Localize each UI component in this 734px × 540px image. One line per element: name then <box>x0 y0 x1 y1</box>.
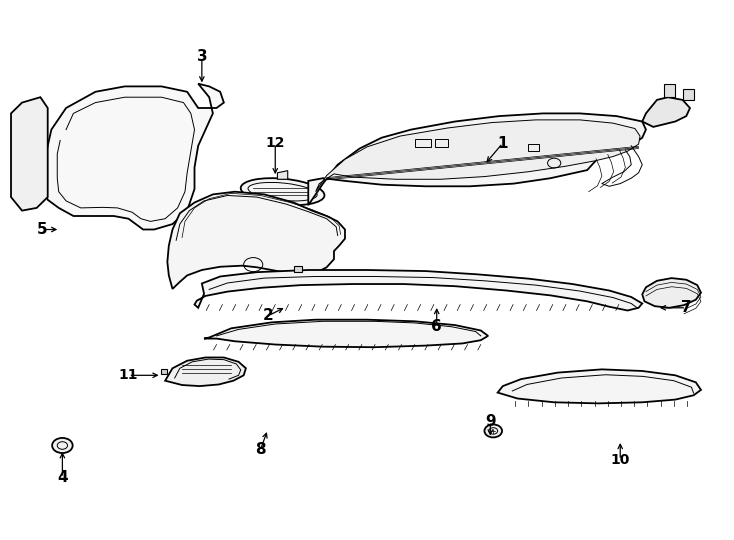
Text: 10: 10 <box>611 453 630 467</box>
Text: 3: 3 <box>197 49 207 64</box>
Text: 2: 2 <box>263 308 273 323</box>
Bar <box>415 139 431 147</box>
Polygon shape <box>195 270 642 310</box>
Text: 1: 1 <box>498 136 508 151</box>
Text: 7: 7 <box>681 300 691 315</box>
Bar <box>16 153 29 159</box>
Polygon shape <box>294 266 302 272</box>
Polygon shape <box>664 84 675 97</box>
Bar <box>16 137 29 143</box>
Text: 5: 5 <box>37 222 48 237</box>
Text: 8: 8 <box>255 442 266 457</box>
Polygon shape <box>44 84 224 230</box>
Text: 9: 9 <box>485 414 495 429</box>
Polygon shape <box>204 320 488 347</box>
Polygon shape <box>642 97 690 127</box>
Bar <box>16 169 29 176</box>
Polygon shape <box>316 120 640 192</box>
Bar <box>435 139 448 147</box>
Polygon shape <box>161 369 167 374</box>
Ellipse shape <box>241 178 324 205</box>
Polygon shape <box>642 278 701 308</box>
Polygon shape <box>11 97 48 211</box>
Circle shape <box>52 438 73 453</box>
Circle shape <box>484 424 502 437</box>
Polygon shape <box>498 369 701 403</box>
Bar <box>16 185 29 192</box>
Text: 12: 12 <box>266 136 285 150</box>
Polygon shape <box>683 89 694 100</box>
Polygon shape <box>277 171 288 179</box>
Polygon shape <box>308 113 646 205</box>
Polygon shape <box>167 192 345 289</box>
Text: 4: 4 <box>57 470 68 485</box>
Polygon shape <box>165 357 246 386</box>
Text: 11: 11 <box>119 368 138 382</box>
Bar <box>16 120 29 127</box>
Bar <box>528 144 539 151</box>
Text: 6: 6 <box>432 319 442 334</box>
